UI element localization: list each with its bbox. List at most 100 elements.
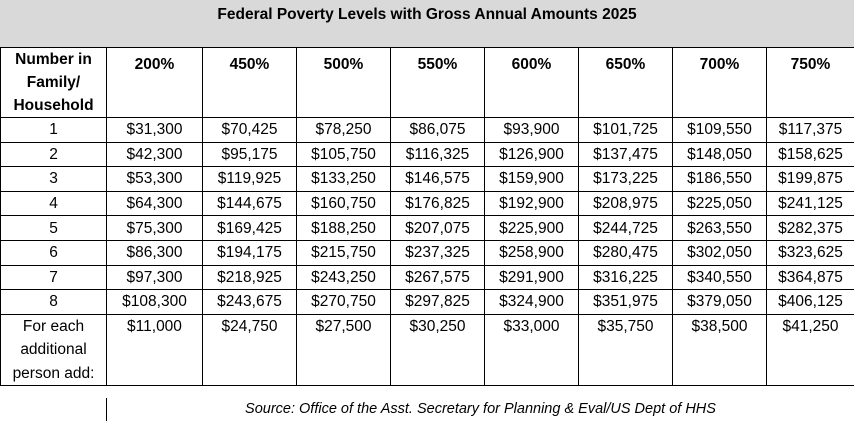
additional-amount-cell: $33,000 (484, 313, 579, 387)
amount-cell: $158,625 (766, 141, 854, 168)
amount-cell: $291,900 (484, 264, 579, 291)
household-size-header: Number in Family/ Household (0, 47, 107, 118)
amount-cell: $78,250 (296, 117, 391, 143)
amount-cell: $133,250 (296, 166, 391, 192)
label-line: person add: (12, 364, 95, 382)
additional-person-label: For each additional person add: (0, 313, 107, 387)
source-note: Source: Office of the Asst. Secretary fo… (106, 398, 854, 421)
household-size-cell: 2 (0, 141, 107, 168)
amount-cell: $108,300 (106, 289, 203, 315)
amount-cell: $144,675 (202, 190, 297, 217)
percent-header: 600% (484, 47, 579, 118)
additional-amount-cell: $11,000 (106, 313, 203, 387)
label-line: For each (22, 317, 85, 335)
amount-cell: $64,300 (106, 190, 203, 217)
amount-cell: $282,375 (766, 215, 854, 241)
amount-cell: $188,250 (296, 215, 391, 241)
amount-cell: $42,300 (106, 141, 203, 168)
amount-cell: $208,975 (578, 190, 673, 217)
amount-cell: $215,750 (296, 239, 391, 266)
amount-cell: $267,575 (390, 264, 485, 291)
amount-cell: $192,900 (484, 190, 579, 217)
additional-amount-cell: $38,500 (672, 313, 767, 387)
percent-header: 550% (390, 47, 485, 118)
household-size-cell: 7 (0, 264, 107, 291)
amount-cell: $237,325 (390, 239, 485, 266)
amount-cell: $86,075 (390, 117, 485, 143)
household-size-cell: 3 (0, 166, 107, 192)
amount-cell: $86,300 (106, 239, 203, 266)
percent-header: 750% (766, 47, 854, 118)
amount-cell: $70,425 (202, 117, 297, 143)
table-row: 6 $86,300 $194,175 $215,750 $237,325 $258,900… (0, 239, 854, 266)
table-row: 8 $108,300 $243,675 $270,750 $297,825 $324,90… (0, 289, 854, 315)
percent-header: 650% (578, 47, 673, 118)
amount-cell: $97,300 (106, 264, 203, 291)
amount-cell: $280,475 (578, 239, 673, 266)
percent-header: 700% (672, 47, 767, 118)
amount-cell: $176,825 (390, 190, 485, 217)
amount-cell: $406,125 (766, 289, 854, 315)
amount-cell: $323,625 (766, 239, 854, 266)
household-size-cell: 4 (0, 190, 107, 217)
table-title: Federal Poverty Levels with Gross Annual… (0, 0, 854, 47)
header-line: Family/ (26, 74, 81, 91)
amount-cell: $116,325 (390, 141, 485, 168)
amount-cell: $351,975 (578, 289, 673, 315)
amount-cell: $218,925 (202, 264, 297, 291)
amount-cell: $101,725 (578, 117, 673, 143)
amount-cell: $364,875 (766, 264, 854, 291)
table-row: 4 $64,300 $144,675 $160,750 $176,825 $192,900… (0, 190, 854, 217)
amount-cell: $225,050 (672, 190, 767, 217)
label-line: additional (20, 341, 87, 359)
household-size-cell: 8 (0, 289, 107, 315)
additional-person-row: For each additional person add: $11,000 $24,… (0, 313, 854, 387)
amount-cell: $137,475 (578, 141, 673, 168)
table-row: 7 $97,300 $218,925 $243,250 $267,575 $291,900… (0, 264, 854, 291)
amount-cell: $207,075 (390, 215, 485, 241)
amount-cell: $173,225 (578, 166, 673, 192)
additional-amount-cell: $24,750 (202, 313, 297, 387)
amount-cell: $146,575 (390, 166, 485, 192)
poverty-level-table: Number in Family/ Household 200% 450% 50… (0, 47, 854, 387)
additional-amount-cell: $41,250 (766, 313, 854, 387)
household-size-cell: 1 (0, 117, 107, 143)
amount-cell: $258,900 (484, 239, 579, 266)
amount-cell: $93,900 (484, 117, 579, 143)
amount-cell: $160,750 (296, 190, 391, 217)
amount-cell: $324,900 (484, 289, 579, 315)
amount-cell: $95,175 (202, 141, 297, 168)
amount-cell: $119,925 (202, 166, 297, 192)
household-size-cell: 5 (0, 215, 107, 241)
amount-cell: $241,125 (766, 190, 854, 217)
amount-cell: $169,425 (202, 215, 297, 241)
amount-cell: $225,900 (484, 215, 579, 241)
percent-header: 200% (106, 47, 203, 118)
table-row: 1 $31,300 $70,425 $78,250 $86,075 $93,900 $101… (0, 117, 854, 143)
amount-cell: $159,900 (484, 166, 579, 192)
amount-cell: $126,900 (484, 141, 579, 168)
additional-amount-cell: $30,250 (390, 313, 485, 387)
amount-cell: $105,750 (296, 141, 391, 168)
table-row: 3 $53,300 $119,925 $133,250 $146,575 $159,900… (0, 166, 854, 192)
amount-cell: $194,175 (202, 239, 297, 266)
amount-cell: $297,825 (390, 289, 485, 315)
amount-cell: $75,300 (106, 215, 203, 241)
additional-amount-cell: $27,500 (296, 313, 391, 387)
amount-cell: $316,225 (578, 264, 673, 291)
table-row: 5 $75,300 $169,425 $188,250 $207,075 $225,900… (0, 215, 854, 241)
amount-cell: $302,050 (672, 239, 767, 266)
header-line: Household (13, 97, 94, 114)
amount-cell: $109,550 (672, 117, 767, 143)
percent-header: 500% (296, 47, 391, 118)
table-row: 2 $42,300 $95,175 $105,750 $116,325 $126,900 $… (0, 141, 854, 168)
household-size-cell: 6 (0, 239, 107, 266)
amount-cell: $263,550 (672, 215, 767, 241)
amount-cell: $53,300 (106, 166, 203, 192)
amount-cell: $117,375 (766, 117, 854, 143)
amount-cell: $199,875 (766, 166, 854, 192)
percent-header: 450% (202, 47, 297, 118)
header-row: Number in Family/ Household 200% 450% 50… (0, 47, 854, 118)
amount-cell: $244,725 (578, 215, 673, 241)
amount-cell: $243,250 (296, 264, 391, 291)
